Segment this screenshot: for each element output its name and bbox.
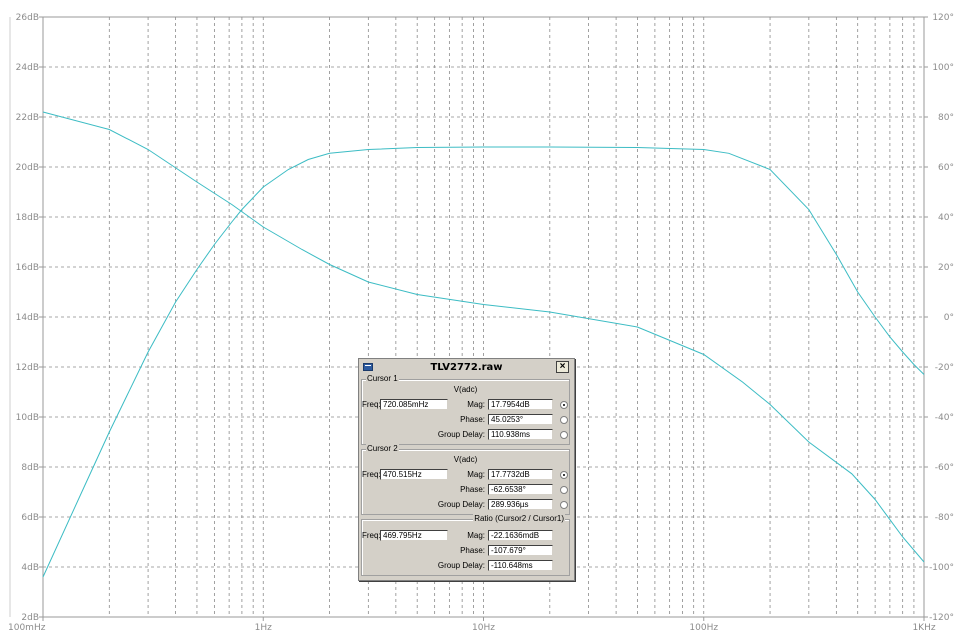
ratio-phase-label: Phase: xyxy=(460,546,485,555)
y-left-tick-label: 10dB xyxy=(16,413,39,423)
cursor1-phase-radio[interactable] xyxy=(560,416,568,424)
y-right-tick-label: -120° xyxy=(929,613,954,623)
cursor1-group: Cursor 1 V(adc) Freq: 720.085mHz Mag: 17… xyxy=(361,374,570,445)
cursor1-mag-label: Mag: xyxy=(467,400,485,409)
cursor-dialog: TLV2772.raw × Cursor 1 V(adc) Freq: 720.… xyxy=(358,358,575,581)
y-right-tick-label: -80° xyxy=(935,513,954,523)
y-right-tick-label: 40° xyxy=(938,213,954,223)
y-left-tick-label: 26dB xyxy=(16,13,39,23)
cursor2-phase-radio[interactable] xyxy=(560,486,568,494)
cursor1-groupdelay-radio[interactable] xyxy=(560,431,568,439)
cursor2-trace-label: V(adc) xyxy=(453,455,478,464)
cursor1-groupdelay-field[interactable]: 110.938ms xyxy=(488,429,553,440)
cursor1-group-title: Cursor 1 xyxy=(366,374,399,383)
cursor2-groupdelay-radio[interactable] xyxy=(560,501,568,509)
ratio-freq-label: Freq: xyxy=(362,531,381,540)
cursor2-group-title: Cursor 2 xyxy=(366,444,399,453)
y-right-tick-label: 120° xyxy=(932,13,954,23)
cursor2-phase-field[interactable]: -62.6538° xyxy=(488,484,553,495)
cursor2-phase-label: Phase: xyxy=(460,485,485,494)
y-right-tick-label: -40° xyxy=(935,413,954,423)
dialog-titlebar[interactable]: TLV2772.raw × xyxy=(359,359,574,376)
cursor2-mag-label: Mag: xyxy=(467,470,485,479)
cursor1-phase-label: Phase: xyxy=(460,415,485,424)
y-left-tick-label: 24dB xyxy=(16,63,39,73)
y-left-tick-label: 18dB xyxy=(16,213,39,223)
y-right-tick-label: 20° xyxy=(938,263,954,273)
y-right-tick-label: 80° xyxy=(938,113,954,123)
cursor2-group: Cursor 2 V(adc) Freq: 470.515Hz Mag: 17.… xyxy=(361,444,570,515)
y-right-tick-label: -20° xyxy=(935,363,954,373)
ratio-phase-field[interactable]: -107.679° xyxy=(488,545,553,556)
dialog-title: TLV2772.raw xyxy=(430,362,503,373)
x-tick-label: 10Hz xyxy=(472,623,495,633)
y-left-tick-label: 6dB xyxy=(21,513,39,523)
y-left-tick-label: 20dB xyxy=(16,163,39,173)
ratio-mag-label: Mag: xyxy=(467,531,485,540)
cursor1-mag-field[interactable]: 17.7954dB xyxy=(488,399,553,410)
cursor1-mag-radio[interactable] xyxy=(560,401,568,409)
cursor2-groupdelay-label: Group Delay: xyxy=(437,500,485,509)
x-tick-label: 1KHz xyxy=(912,623,935,633)
ratio-group: Ratio (Cursor2 / Cursor1) Freq: 469.795H… xyxy=(361,514,570,576)
y-right-tick-label: -100° xyxy=(929,563,954,573)
cursor1-trace-label: V(adc) xyxy=(453,385,478,394)
y-right-tick-label: 60° xyxy=(938,163,954,173)
ratio-groupdelay-field[interactable]: -110.648ms xyxy=(488,560,553,571)
close-button[interactable]: × xyxy=(556,361,569,373)
y-left-tick-label: 14dB xyxy=(16,313,39,323)
y-left-tick-label: 4dB xyxy=(21,563,39,573)
cursor1-freq-field[interactable]: 720.085mHz xyxy=(380,399,448,410)
cursor2-groupdelay-field[interactable]: 289.936µs xyxy=(488,499,553,510)
cursor2-freq-label: Freq: xyxy=(362,470,381,479)
x-tick-label: 100mHz xyxy=(8,623,46,633)
y-right-tick-label: 100° xyxy=(932,63,954,73)
window-icon[interactable] xyxy=(363,363,373,371)
ratio-group-title: Ratio (Cursor2 / Cursor1) xyxy=(473,514,565,523)
cursor2-mag-radio[interactable] xyxy=(560,471,568,479)
magnitude-trace xyxy=(42,146,925,578)
ratio-mag-field[interactable]: -22.1636mdB xyxy=(488,530,553,541)
y-left-tick-label: 22dB xyxy=(16,113,39,123)
y-left-tick-label: 8dB xyxy=(21,463,39,473)
y-right-tick-label: 0° xyxy=(944,313,954,323)
y-left-tick-label: 2dB xyxy=(21,613,39,623)
y-left-tick-label: 12dB xyxy=(16,363,39,373)
cursor1-freq-label: Freq: xyxy=(362,400,381,409)
cursor1-groupdelay-label: Group Delay: xyxy=(437,430,485,439)
cursor2-mag-field[interactable]: 17.7732dB xyxy=(488,469,553,480)
cursor1-phase-field[interactable]: 45.0253° xyxy=(488,414,553,425)
y-left-tick-label: 16dB xyxy=(16,263,39,273)
x-tick-label: 100Hz xyxy=(689,623,718,633)
phase-trace xyxy=(42,111,925,563)
ratio-groupdelay-label: Group Delay: xyxy=(437,561,485,570)
y-right-tick-label: -60° xyxy=(935,463,954,473)
x-tick-label: 1Hz xyxy=(255,623,272,633)
ratio-freq-field[interactable]: 469.795Hz xyxy=(380,530,448,541)
cursor2-freq-field[interactable]: 470.515Hz xyxy=(380,469,448,480)
